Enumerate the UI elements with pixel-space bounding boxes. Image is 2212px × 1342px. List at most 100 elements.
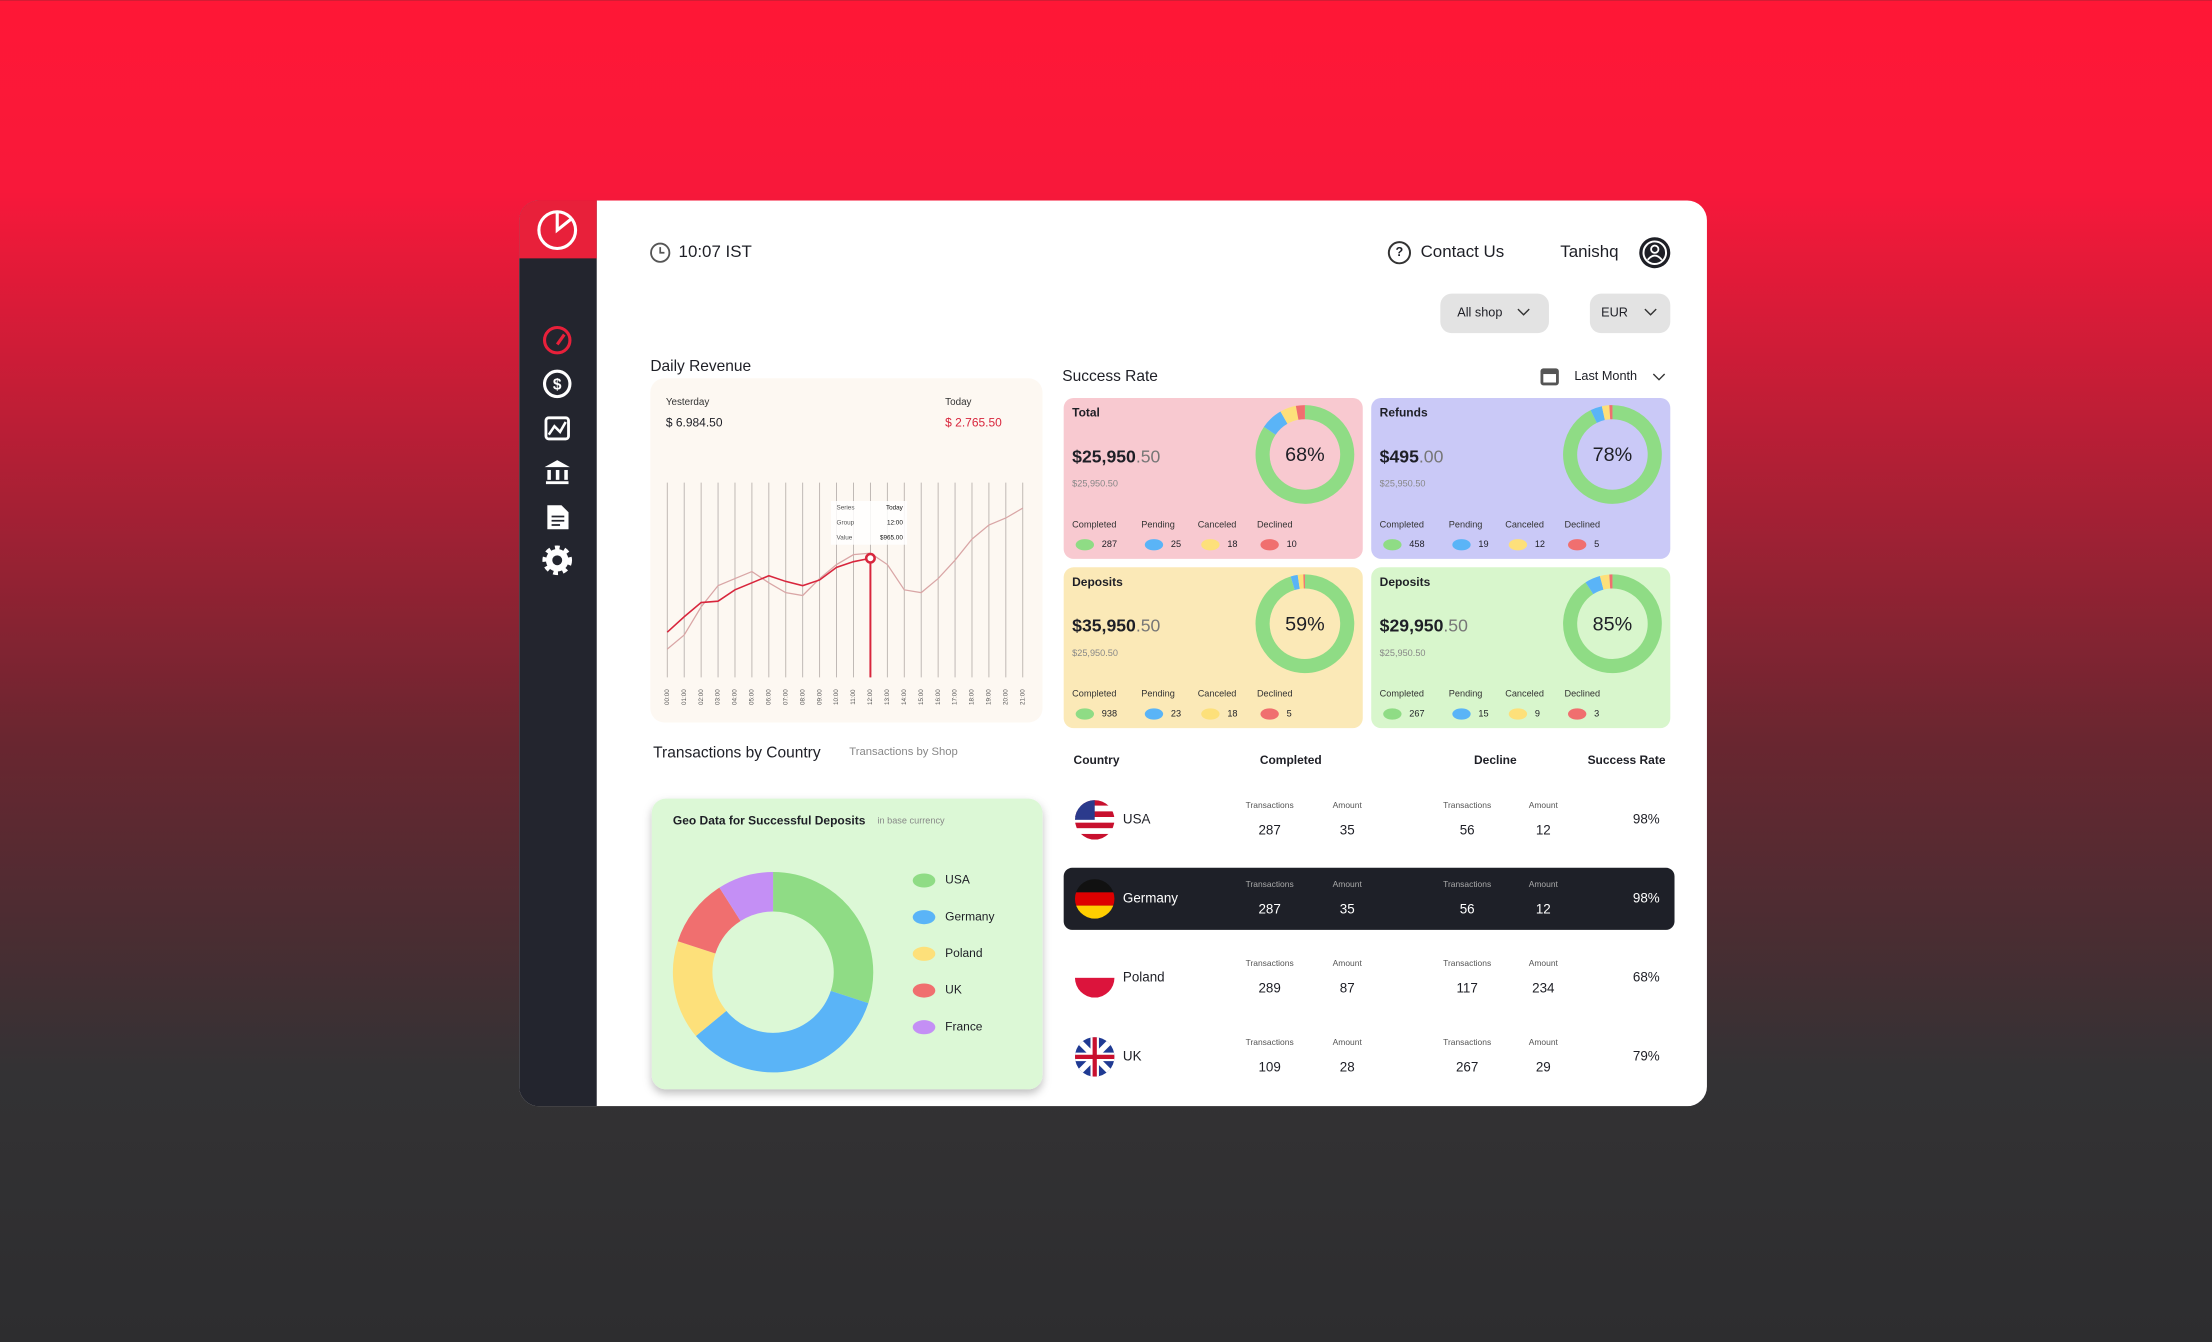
shop-filter-label: All shop	[1457, 306, 1502, 320]
status-label: Declined	[1564, 519, 1600, 529]
flag-stripe	[1074, 828, 1115, 834]
legend-swatch	[912, 1020, 936, 1035]
rate-segment	[1255, 405, 1355, 504]
sub-header: Transactions	[1443, 879, 1491, 889]
column-header: Success Rate	[1588, 753, 1666, 767]
amount-decimals: .50	[1443, 615, 1468, 635]
x-tick-label: 02:00	[698, 689, 705, 705]
status-label: Canceled	[1505, 689, 1544, 699]
x-tick-label: 16:00	[935, 689, 942, 705]
shop-filter[interactable]	[1440, 293, 1549, 334]
status-count: 938	[1102, 708, 1117, 718]
analytics-icon[interactable]	[544, 416, 570, 441]
cell-value: 109	[1258, 1060, 1280, 1075]
legend-label: Germany	[945, 909, 994, 923]
tooltip	[830, 501, 908, 545]
cell-value: 12	[1536, 902, 1551, 917]
cell-value: 12	[1536, 823, 1551, 838]
section-title: Transactions by Country	[653, 745, 821, 762]
rate-card	[1371, 398, 1671, 559]
legend-label: France	[945, 1019, 983, 1033]
amount-decimals: .00	[1419, 446, 1444, 466]
sub-header: Transactions	[1246, 1037, 1294, 1047]
cell-value: 289	[1258, 981, 1280, 996]
contact-link[interactable]: Contact Us	[1421, 242, 1505, 261]
tab[interactable]: Transactions by Shop	[849, 746, 958, 758]
legend-label: Yesterday	[666, 397, 710, 408]
cell-value: 267	[1456, 1060, 1478, 1075]
cell-value: 117	[1456, 981, 1477, 996]
flag-stripe	[1074, 833, 1115, 840]
geo-title: Geo Data for Successful Deposits	[673, 813, 866, 827]
card-amount: $29,950.50	[1380, 615, 1468, 635]
cell-value: 29	[1536, 1060, 1551, 1075]
bank-icon[interactable]	[544, 460, 570, 485]
settings-icon[interactable]	[542, 545, 573, 576]
column-header: Country	[1074, 753, 1120, 767]
revenue-total: $ 2.765.50	[945, 416, 1002, 430]
payments-icon[interactable]: $	[542, 369, 572, 399]
chevron	[1644, 308, 1657, 316]
status-count: 12	[1535, 539, 1545, 549]
sub-header: Transactions	[1443, 800, 1491, 810]
x-tick-label: 11:00	[850, 689, 857, 705]
card-title: Total	[1072, 406, 1100, 420]
amount-main: $29,950	[1380, 615, 1444, 635]
status-dot	[1201, 539, 1220, 551]
country-name: Germany	[1123, 890, 1178, 905]
x-tick-label: 05:00	[749, 689, 756, 705]
sub-header: Transactions	[1246, 800, 1294, 810]
status-dot	[1452, 708, 1471, 720]
status-dot	[1201, 708, 1220, 720]
x-tick-label: 18:00	[969, 689, 976, 705]
x-tick-label: 17:00	[952, 689, 959, 705]
user-avatar[interactable]	[1639, 237, 1671, 269]
flag-stripe	[1074, 958, 1115, 978]
amount-main: $25,950	[1072, 446, 1136, 466]
svg-text:?: ?	[1396, 245, 1404, 259]
status-label: Canceled	[1198, 689, 1237, 699]
flag	[1074, 1037, 1115, 1077]
status-dot	[1260, 539, 1279, 551]
cell-value: 87	[1340, 981, 1355, 996]
success-rate: 98%	[1633, 811, 1660, 826]
flag-cross	[1074, 1037, 1115, 1077]
legend-label: USA	[945, 873, 970, 887]
help-icon: ?	[1387, 241, 1411, 265]
x-tick-label: 08:00	[799, 689, 806, 705]
legend-label: UK	[945, 983, 962, 997]
card-amount: $35,950.50	[1072, 615, 1160, 635]
cell-value: 56	[1460, 823, 1475, 838]
geo-slice	[695, 990, 869, 1073]
currency-filter-label: EUR	[1601, 306, 1628, 320]
user-name: Tanishq	[1560, 242, 1618, 261]
currency-filter[interactable]	[1589, 293, 1671, 334]
revenue-line	[666, 557, 871, 633]
flag-stripe	[1074, 905, 1115, 919]
card-title: Deposits	[1380, 575, 1431, 589]
status-count: 18	[1227, 539, 1237, 549]
flag	[1074, 958, 1115, 998]
document-icon[interactable]	[547, 505, 569, 530]
period-filter[interactable]: Last Month	[1574, 369, 1637, 383]
rate-card	[1063, 567, 1363, 729]
x-tick-label: 19:00	[986, 689, 993, 705]
tooltip-label: Value	[837, 534, 853, 541]
country-name: USA	[1123, 811, 1151, 826]
x-tick-label: 20:00	[1003, 689, 1010, 705]
x-tick-label: 06:00	[766, 689, 773, 705]
x-tick-label: 14:00	[901, 689, 908, 705]
dashboard-icon[interactable]	[542, 325, 572, 355]
status-dot	[1568, 539, 1587, 551]
flag-stripe	[1074, 879, 1115, 893]
sidebar-icons: $	[542, 325, 573, 576]
status-dot	[1144, 539, 1164, 551]
card-subtotal: $25,950.50	[1380, 479, 1426, 489]
legend-swatch	[912, 983, 936, 998]
status-dot	[1383, 539, 1402, 551]
status-label: Completed	[1380, 689, 1424, 699]
rate-segment	[1263, 411, 1288, 436]
section-title: Success Rate	[1062, 368, 1158, 385]
sub-header: Transactions	[1246, 879, 1294, 889]
